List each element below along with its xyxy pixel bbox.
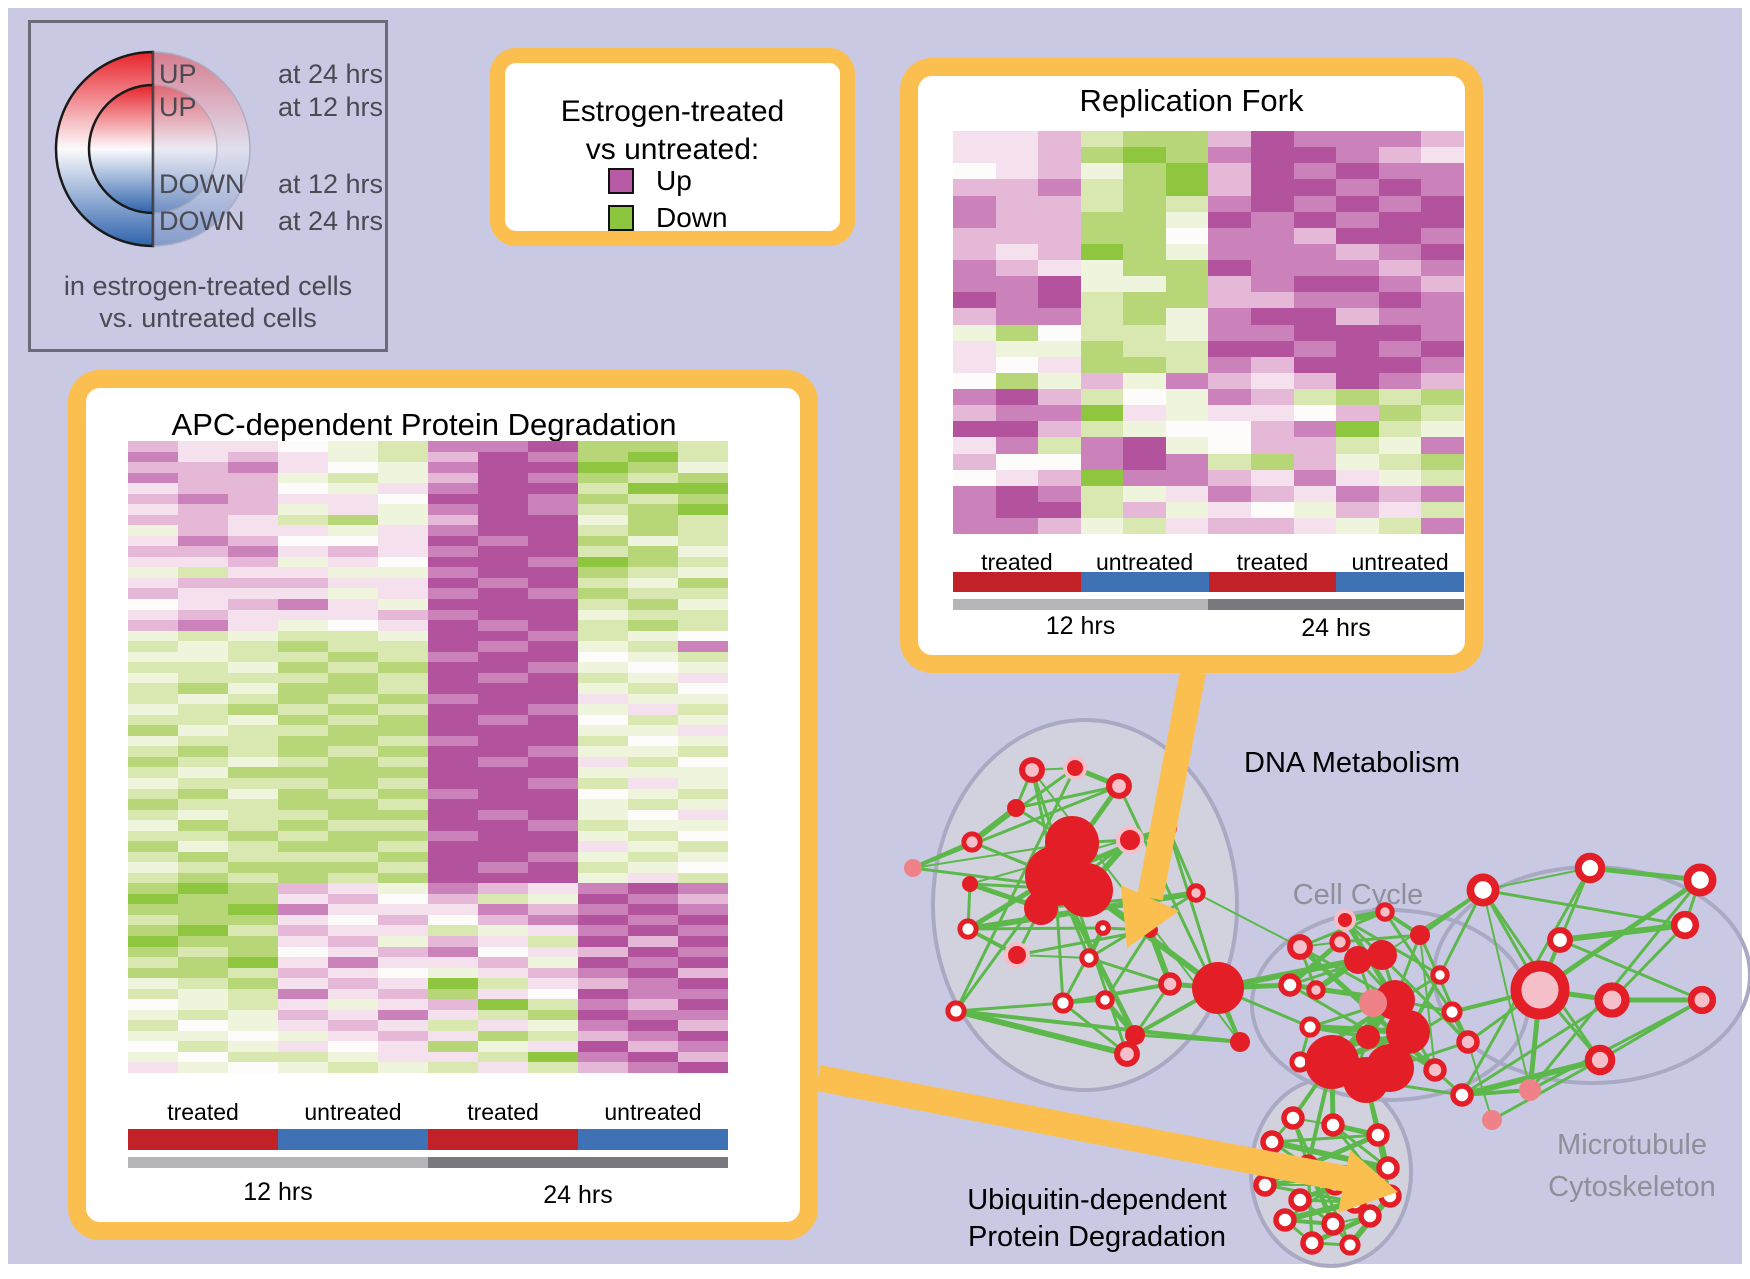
microtubule-label-line1: Microtubule bbox=[1557, 1129, 1707, 1161]
apc-24hr-label: 24 hrs bbox=[543, 1181, 613, 1209]
apc-group-untreated-12: untreated bbox=[304, 1099, 402, 1125]
legend-footer-line1: in estrogen-treated cells bbox=[63, 271, 353, 301]
apc-bar-untreated-12 bbox=[278, 1129, 428, 1150]
apc-heatmap bbox=[128, 441, 728, 1073]
ubiquitin-label-line1: Ubiquitin-dependent bbox=[967, 1184, 1227, 1216]
legend-up-12-time: at 12 hrs bbox=[277, 92, 383, 122]
replication-fork-title: Replication Fork bbox=[1079, 83, 1304, 118]
rf-group-treated-24: treated bbox=[1236, 549, 1309, 575]
rf-bar-treated-24 bbox=[1208, 572, 1337, 592]
updown-legend-box: UP at 24 hrs UP at 12 hrs DOWN at 12 hrs… bbox=[28, 20, 388, 352]
legend-footer-line2: vs. untreated cells bbox=[99, 303, 317, 333]
apc-bar-treated-12 bbox=[128, 1129, 278, 1150]
apc-12hr-bar bbox=[128, 1157, 428, 1168]
apc-group-treated-24: treated bbox=[467, 1099, 539, 1125]
apc-condition-bars bbox=[128, 1129, 728, 1150]
apc-12hr-label: 12 hrs bbox=[243, 1178, 313, 1206]
apc-bar-untreated-24 bbox=[578, 1129, 728, 1150]
up-swatch bbox=[608, 168, 634, 194]
estrogen-legend-title-line1: Estrogen-treated bbox=[560, 95, 785, 128]
cell-cycle-label: Cell Cycle bbox=[1292, 879, 1424, 911]
legend-down-24-time: at 24 hrs bbox=[277, 206, 383, 236]
apc-title: APC-dependent Protein Degradation bbox=[171, 407, 677, 442]
rf-24hr-bar bbox=[1208, 599, 1464, 610]
rf-group-labels: treated untreated treated untreated bbox=[953, 549, 1464, 575]
microtubule-label-line2: Cytoskeleton bbox=[1548, 1171, 1716, 1203]
rf-24hr-label: 24 hrs bbox=[1301, 614, 1371, 642]
rf-bar-untreated-12 bbox=[1080, 572, 1209, 592]
rf-bar-untreated-24 bbox=[1336, 572, 1464, 592]
legend-up-24-dir: UP bbox=[159, 59, 197, 89]
apc-group-untreated-24: untreated bbox=[604, 1099, 702, 1125]
estrogen-legend-box: Estrogen-treated vs untreated: Up Down bbox=[490, 48, 855, 246]
rf-group-untreated-24: untreated bbox=[1351, 549, 1449, 575]
rf-12hr-label: 12 hrs bbox=[1045, 612, 1116, 640]
estrogen-legend-title-line2: vs untreated: bbox=[585, 133, 760, 166]
replication-fork-heatmap bbox=[953, 131, 1464, 535]
rf-group-untreated-12: untreated bbox=[1096, 549, 1194, 575]
apc-bar-treated-24 bbox=[428, 1129, 578, 1150]
apc-group-treated-12: treated bbox=[167, 1099, 239, 1125]
down-swatch bbox=[608, 205, 634, 231]
updown-rings-icon bbox=[54, 50, 251, 248]
rf-condition-bars bbox=[953, 572, 1464, 592]
rf-12hr-bar bbox=[953, 599, 1208, 610]
rf-bar-treated-12 bbox=[953, 572, 1081, 592]
apc-group-labels: treated untreated treated untreated bbox=[128, 1099, 728, 1125]
legend-up-12-dir: UP bbox=[159, 92, 197, 122]
legend-up-24-time: at 24 hrs bbox=[277, 59, 383, 89]
legend-down-24-dir: DOWN bbox=[159, 206, 245, 236]
dna-metabolism-label: DNA Metabolism bbox=[1244, 747, 1460, 779]
apc-24hr-bar bbox=[428, 1157, 728, 1168]
legend-down-12-time: at 12 hrs bbox=[277, 169, 383, 199]
up-label: Up bbox=[656, 165, 692, 196]
down-label: Down bbox=[656, 202, 728, 233]
ubiquitin-label-line2: Protein Degradation bbox=[968, 1221, 1226, 1253]
legend-down-12-dir: DOWN bbox=[159, 169, 245, 199]
rf-group-treated-12: treated bbox=[981, 549, 1053, 575]
